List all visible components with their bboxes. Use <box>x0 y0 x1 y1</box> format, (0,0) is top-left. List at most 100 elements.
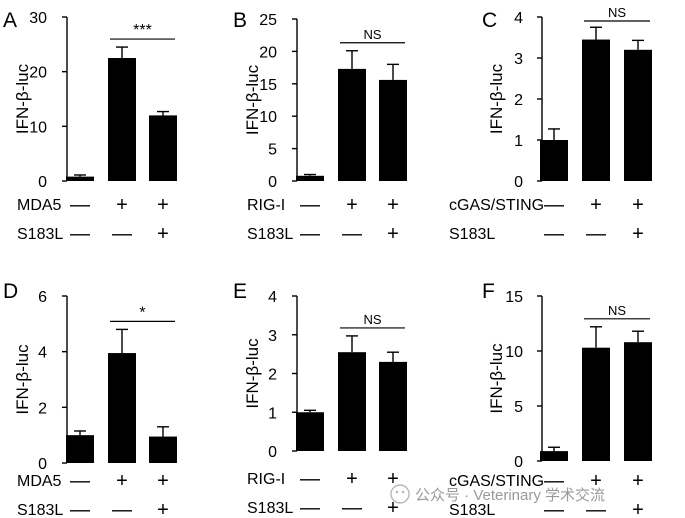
condition-sign: + <box>157 499 169 518</box>
condition-label: MDA5 <box>17 197 62 214</box>
condition-sign: + <box>116 470 128 492</box>
condition-sign: — <box>544 194 564 216</box>
y-tick-label: 25 <box>259 12 277 29</box>
condition-sign: + <box>157 194 169 216</box>
y-axis-label: IFN-β-luc <box>243 64 262 135</box>
wechat-icon-dot <box>401 490 405 494</box>
condition-sign: — <box>300 497 320 518</box>
condition-sign: + <box>632 194 644 216</box>
bar <box>296 175 324 181</box>
y-axis-label: IFN-β-luc <box>487 63 506 134</box>
condition-sign: — <box>300 468 320 490</box>
y-tick-label: 15 <box>505 289 523 306</box>
condition-label: cGAS/STING <box>449 473 544 490</box>
condition-sign: + <box>632 470 644 492</box>
significance-label: NS <box>608 303 626 318</box>
y-tick-label: 0 <box>38 456 47 473</box>
condition-sign: — <box>70 194 90 216</box>
y-tick-label: 4 <box>38 345 47 362</box>
condition-label: RIG-I <box>247 471 285 488</box>
y-tick-label: 2 <box>38 400 47 417</box>
condition-label: S183L <box>247 500 293 517</box>
panel-a: A 0 10 20 30 IFN-β-luc *** MDA5 — + + S183L — — + <box>3 9 177 245</box>
condition-sign: — <box>300 223 320 245</box>
bar <box>624 49 652 181</box>
bar <box>338 352 366 451</box>
y-tick-label: 2 <box>514 92 523 109</box>
panel-letter: D <box>3 280 18 303</box>
bar <box>540 140 568 181</box>
bar <box>108 58 136 181</box>
y-tick-label: 10 <box>505 344 523 361</box>
condition-sign: — <box>544 470 564 492</box>
condition-sign: — <box>586 499 606 518</box>
y-tick-label: 4 <box>514 10 523 27</box>
panel-letter: F <box>482 280 495 303</box>
condition-sign: + <box>632 223 644 245</box>
condition-label: S183L <box>247 226 293 243</box>
y-tick-label: 6 <box>38 289 47 306</box>
condition-sign: + <box>387 468 399 490</box>
condition-sign: — <box>70 499 90 518</box>
y-axis-label: IFN-β-luc <box>243 338 262 409</box>
bar <box>149 436 177 463</box>
bar <box>66 435 94 463</box>
condition-label: S183L <box>17 502 63 518</box>
condition-sign: + <box>387 497 399 518</box>
y-axis-label: IFN-β-luc <box>487 343 506 414</box>
condition-sign: + <box>590 194 602 216</box>
y-tick-label: 0 <box>514 454 523 471</box>
y-tick-label: 20 <box>259 44 277 61</box>
condition-label: RIG-I <box>247 197 285 214</box>
condition-sign: + <box>387 194 399 216</box>
bar <box>540 451 568 461</box>
condition-sign: — <box>342 497 362 518</box>
y-tick-label: 1 <box>514 133 523 150</box>
y-tick-label: 4 <box>268 289 277 306</box>
significance-label: *** <box>133 22 152 39</box>
condition-sign: — <box>544 499 564 518</box>
condition-sign: — <box>544 223 564 245</box>
y-tick-label: 0 <box>268 444 277 461</box>
condition-label: S183L <box>17 226 63 243</box>
y-tick-label: 5 <box>268 142 277 159</box>
bar <box>582 347 610 461</box>
y-tick-label: 30 <box>29 10 47 27</box>
bar <box>582 39 610 181</box>
watermark-group: 公众号 · Veterinary 学术交流 <box>390 484 605 504</box>
y-tick-label: 15 <box>259 77 277 94</box>
y-tick-label: 3 <box>268 328 277 345</box>
condition-sign: + <box>157 470 169 492</box>
panel-e: E 0 1 2 3 4 IFN-β-luc NS RIG-I — + + S183L — — + <box>233 280 407 518</box>
condition-sign: + <box>346 468 358 490</box>
y-tick-label: 5 <box>514 399 523 416</box>
condition-sign: — <box>70 223 90 245</box>
bar <box>379 79 407 181</box>
y-axis-label: IFN-β-luc <box>13 344 32 415</box>
condition-label: S183L <box>449 226 495 243</box>
condition-sign: + <box>387 223 399 245</box>
panel-d: D 0 2 4 6 IFN-β-luc * MDA5 — + + S183L — — + <box>3 280 177 518</box>
y-tick-label: 20 <box>29 65 47 82</box>
y-tick-label: 0 <box>514 174 523 191</box>
bar <box>338 68 366 181</box>
condition-label: MDA5 <box>17 473 62 490</box>
bar <box>379 361 407 451</box>
condition-sign: — <box>112 499 132 518</box>
y-axis-label: IFN-β-luc <box>13 63 32 134</box>
condition-sign: — <box>586 223 606 245</box>
bar <box>149 115 177 181</box>
panel-b: B 0 5 10 15 20 25 IFN-β-luc NS RIG-I — + + S183L — — + <box>233 9 407 245</box>
condition-sign: — <box>112 223 132 245</box>
condition-sign: + <box>346 194 358 216</box>
bar <box>66 176 94 181</box>
significance-label: NS <box>608 5 626 20</box>
y-tick-label: 10 <box>29 119 47 136</box>
significance-label: * <box>139 304 145 321</box>
bar <box>296 412 324 451</box>
y-tick-label: 3 <box>514 51 523 68</box>
watermark-text: 公众号 · Veterinary 学术交流 <box>415 486 605 504</box>
y-tick-label: 10 <box>259 109 277 126</box>
bar <box>624 342 652 461</box>
